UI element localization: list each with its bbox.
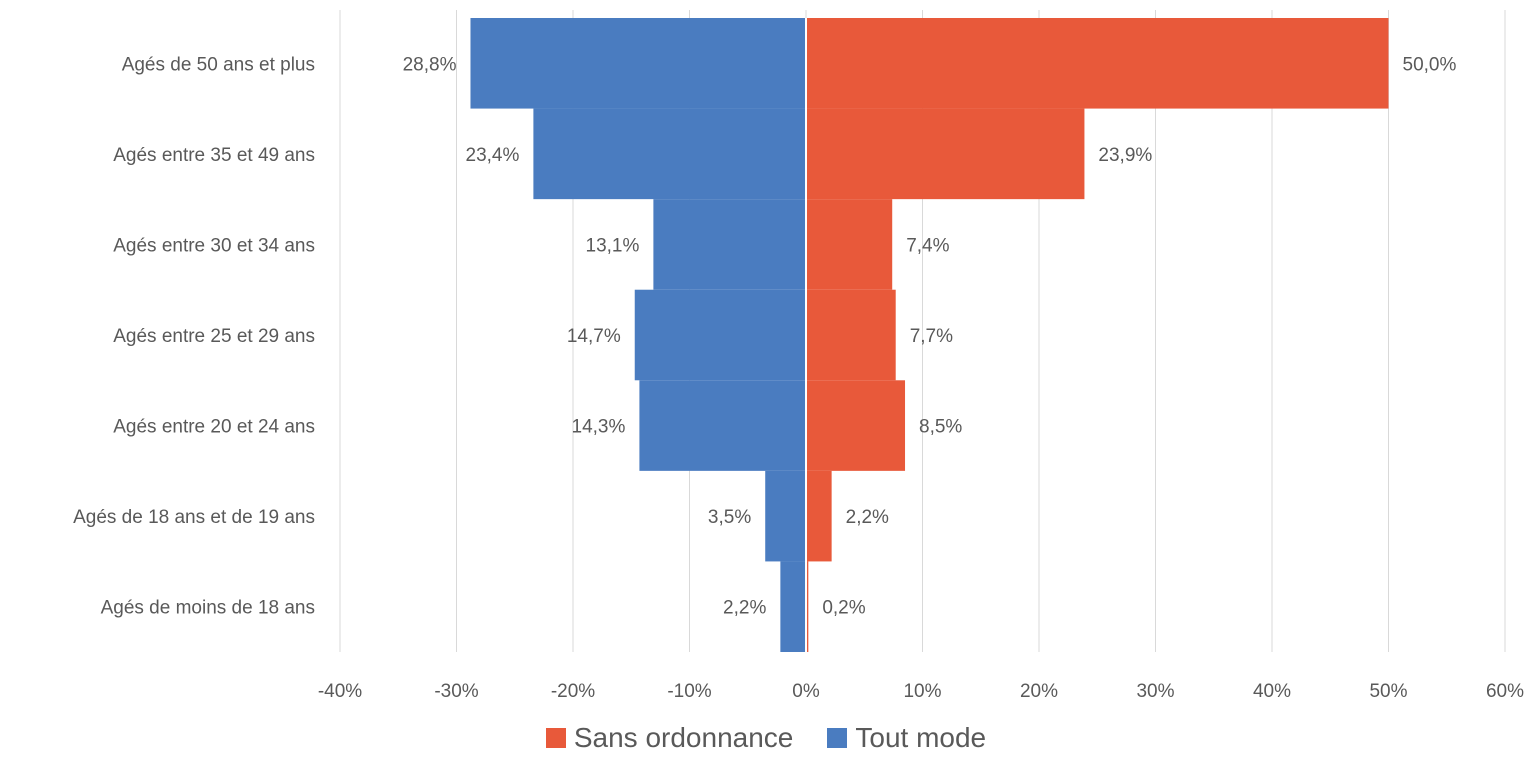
chart-legend: Sans ordonnance Tout mode xyxy=(0,722,1532,754)
data-label: 7,4% xyxy=(906,235,949,256)
x-tick-label: 20% xyxy=(1020,681,1058,702)
bar-sans-ordonnance xyxy=(806,18,1389,109)
legend-item-sans-ordonnance: Sans ordonnance xyxy=(545,722,794,754)
bar-sans-ordonnance xyxy=(806,380,906,471)
x-tick-label: -40% xyxy=(318,681,362,702)
data-label: 8,5% xyxy=(919,417,962,438)
bar-tout-mode xyxy=(470,18,806,109)
x-tick-label: 30% xyxy=(1136,681,1174,702)
y-axis-labels: Agés de 50 ans et plus Agés entre 35 et 4… xyxy=(73,54,315,618)
category-label: Agés entre 20 et 24 ans xyxy=(113,417,315,438)
bar-sans-ordonnance xyxy=(806,108,1085,200)
data-label: 50,0% xyxy=(1403,54,1457,75)
data-labels: 50,0% 23,9% 7,4% 7,7% 8,5% 2,2% 0,2% 28,8% 23,4%… xyxy=(403,54,1457,618)
category-label: Agés entre 35 et 49 ans xyxy=(113,145,315,166)
legend-swatch-sans-ordonnance xyxy=(545,728,566,748)
bar-sans-ordonnance xyxy=(806,199,893,290)
x-tick-label: 50% xyxy=(1369,681,1407,702)
bar-sans-ordonnance xyxy=(806,289,896,381)
bar-tout-mode xyxy=(533,108,806,200)
data-label: 28,8% xyxy=(403,54,457,75)
bar-sans-ordonnance xyxy=(806,561,809,652)
category-label: Agés de 18 ans et de 19 ans xyxy=(73,507,315,528)
legend-label-sans-ordonnance: Sans ordonnance xyxy=(573,722,794,753)
category-label: Agés entre 30 et 34 ans xyxy=(113,235,315,256)
category-label: Agés de moins de 18 ans xyxy=(101,598,315,619)
bars xyxy=(470,18,1389,652)
category-label: Agés de 50 ans et plus xyxy=(122,54,315,75)
chart-plot: -40% -30% -20% -10% 0% 10% 20% 30% 40% 50% 60% 50,0… xyxy=(73,10,1524,702)
x-tick-label: -20% xyxy=(551,681,595,702)
data-label: 2,2% xyxy=(723,598,766,619)
data-label: 14,3% xyxy=(572,417,626,438)
data-label: 13,1% xyxy=(586,235,640,256)
bar-tout-mode xyxy=(765,470,806,562)
bar-sans-ordonnance xyxy=(806,470,832,562)
bar-tout-mode xyxy=(780,561,806,652)
data-label: 3,5% xyxy=(708,507,751,528)
x-axis-ticks: -40% -30% -20% -10% 0% 10% 20% 30% 40% 50% 60% xyxy=(318,681,1524,702)
data-label: 2,2% xyxy=(846,507,889,528)
x-tick-label: -10% xyxy=(667,681,711,702)
x-tick-label: 0% xyxy=(792,681,820,702)
x-tick-label: -30% xyxy=(434,681,478,702)
category-label: Agés entre 25 et 29 ans xyxy=(113,326,315,347)
x-tick-label: 10% xyxy=(903,681,941,702)
legend-label-tout-mode: Tout mode xyxy=(855,722,987,753)
data-label: 23,9% xyxy=(1098,145,1152,166)
x-tick-label: 40% xyxy=(1253,681,1291,702)
legend-swatch-tout-mode xyxy=(827,728,848,748)
legend-item-tout-mode: Tout mode xyxy=(827,722,986,754)
data-label: 23,4% xyxy=(466,145,520,166)
data-label: 14,7% xyxy=(567,326,621,347)
bar-tout-mode xyxy=(653,199,806,290)
data-label: 7,7% xyxy=(910,326,953,347)
data-label: 0,2% xyxy=(822,598,865,619)
bar-tout-mode xyxy=(639,380,806,471)
bar-tout-mode xyxy=(634,289,806,381)
x-tick-label: 60% xyxy=(1486,681,1524,702)
